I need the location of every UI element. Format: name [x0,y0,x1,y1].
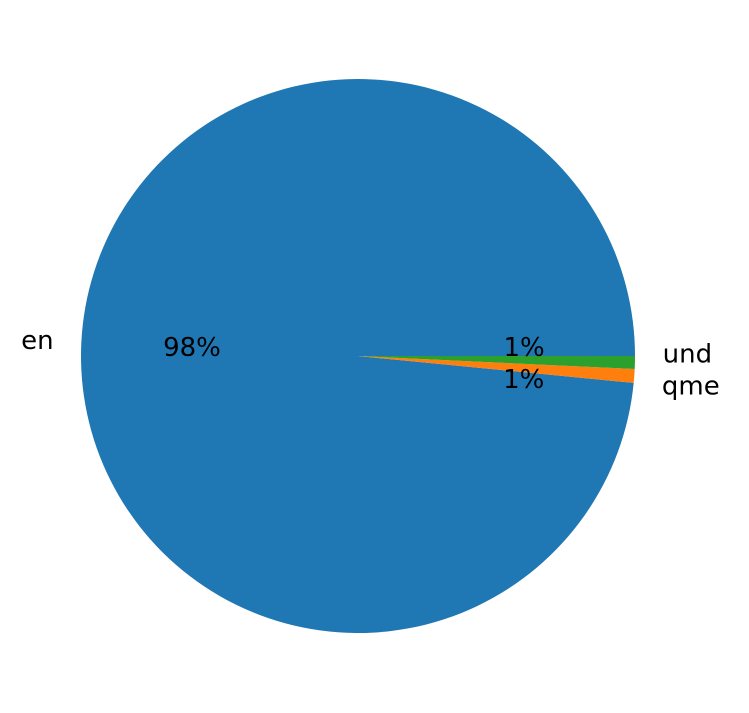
pie-slice-und [358,356,635,370]
pie-slice-en [80,79,635,634]
pct-label-qme: 1% [503,365,544,395]
slice-label-und: und [663,340,712,370]
pie-slice-qme [358,356,635,383]
slice-label-en: en [21,326,53,356]
slice-label-qme: qme [662,372,720,402]
pct-label-en: 98% [163,333,221,363]
pct-label-und: 1% [504,333,545,363]
